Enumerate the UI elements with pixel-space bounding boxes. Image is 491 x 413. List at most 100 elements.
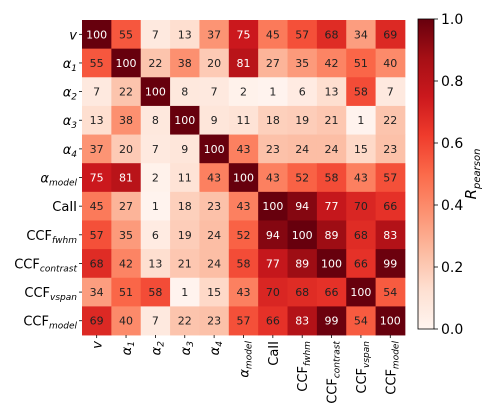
cell-value-label: 23	[383, 143, 397, 156]
cell-value-label: 66	[266, 315, 280, 328]
cell-value-label: 75	[236, 28, 250, 41]
cell-value-label: 22	[148, 57, 162, 70]
cell-value-label: 6	[299, 86, 306, 99]
cell-value-label: 7	[93, 86, 100, 99]
cell-value-label: 9	[211, 114, 218, 127]
heatmap-cell	[287, 163, 318, 193]
cell-value-label: 68	[354, 229, 368, 242]
cell-value-label: 9	[181, 143, 188, 156]
cell-value-label: 24	[207, 229, 221, 242]
heatmap-cell	[287, 191, 318, 221]
cell-value-label: 68	[90, 257, 104, 270]
heatmap-cell	[111, 249, 142, 279]
cell-value-label: 100	[116, 57, 137, 70]
cell-value-label: 1	[152, 200, 159, 213]
heatmap-cell	[258, 134, 288, 164]
heatmap-cell	[258, 249, 288, 279]
heatmap-cell	[111, 105, 142, 135]
cell-value-label: 7	[387, 86, 394, 99]
heatmap-cell	[228, 306, 259, 336]
heatmap-cell	[140, 163, 171, 193]
cell-value-label: 94	[295, 200, 309, 213]
cell-value-label: 89	[325, 229, 339, 242]
cell-value-label: 70	[266, 286, 280, 299]
heatmap-cell	[287, 249, 318, 279]
cell-value-label: 43	[236, 286, 250, 299]
heatmap-cell	[258, 191, 288, 221]
heatmap-cell	[82, 77, 112, 107]
heatmap-cell	[199, 220, 230, 250]
heatmap-cell	[140, 77, 171, 107]
colorbar-tick-label: 1.0	[441, 12, 463, 28]
heatmap-cell	[375, 20, 406, 50]
heatmap-cell	[316, 20, 347, 50]
heatmap-cell	[170, 277, 200, 307]
heatmap-cell	[82, 191, 112, 221]
colorbar-tick-label: 0.2	[441, 260, 463, 276]
cell-value-label: 24	[207, 257, 221, 270]
cell-value-label: 37	[90, 143, 104, 156]
heatmap-cell	[375, 277, 406, 307]
cell-value-label: 42	[325, 57, 339, 70]
heatmap-cell	[199, 191, 230, 221]
heatmap-cell	[199, 134, 230, 164]
cell-value-label: 58	[236, 257, 250, 270]
heatmap-cell	[140, 191, 171, 221]
cell-value-label: 58	[354, 86, 368, 99]
cell-value-label: 21	[178, 257, 192, 270]
cell-value-label: 100	[145, 86, 166, 99]
cell-value-label: 100	[321, 257, 342, 270]
x-tick-label: CaII	[267, 341, 282, 366]
y-tick-label: CCFvspan	[24, 286, 77, 303]
heatmap-cell	[346, 249, 376, 279]
heatmap-cell	[82, 48, 112, 78]
heatmap-cell	[82, 163, 112, 193]
x-axis-labels: v α1 α2 α3 α4 αmodel CaII CCFfwhm CCFcontrast CCF…	[91, 335, 401, 404]
cell-value-label: 81	[119, 172, 133, 185]
heatmap-cell	[82, 249, 112, 279]
heatmap-cell	[258, 220, 288, 250]
heatmap-cell	[82, 306, 112, 336]
cell-value-label: 66	[325, 286, 339, 299]
heatmap-cell	[170, 20, 200, 50]
cell-value-label: 43	[236, 143, 250, 156]
cell-value-label: 100	[204, 143, 225, 156]
x-tick-label: α3	[179, 341, 196, 356]
colorbar: 0.0 0.2 0.4 0.6 0.8 1.0 Rpearson	[417, 12, 483, 338]
heatmap-cell	[170, 134, 200, 164]
x-tick-label: CCFfwhm	[296, 341, 313, 392]
y-tick-label: CCFfwhm	[26, 229, 77, 246]
heatmap-cell	[228, 48, 259, 78]
heatmap-cell	[316, 48, 347, 78]
cell-value-label: 40	[119, 315, 133, 328]
y-tick-label: αmodel	[40, 172, 77, 189]
cell-value-label: 13	[325, 86, 339, 99]
heatmap-cell	[199, 48, 230, 78]
heatmap-cell	[199, 163, 230, 193]
cell-value-label: 13	[90, 114, 104, 127]
cell-value-label: 45	[266, 28, 280, 41]
cell-value-label: 34	[354, 28, 368, 41]
heatmap-cell	[258, 105, 288, 135]
cell-value-label: 43	[354, 172, 368, 185]
x-tick-label: CCFvspan	[355, 341, 372, 394]
heatmap-cell	[170, 249, 200, 279]
cell-value-label: 52	[236, 229, 250, 242]
heatmap-cell	[140, 20, 171, 50]
cell-value-label: 83	[383, 229, 397, 242]
heatmap-cell	[316, 249, 347, 279]
cell-value-label: 20	[119, 143, 133, 156]
cell-value-label: 23	[207, 200, 221, 213]
cell-value-label: 77	[266, 257, 280, 270]
colorbar-tick-label: 0.4	[441, 198, 463, 214]
cell-value-label: 37	[207, 28, 221, 41]
heatmap-cell	[346, 220, 376, 250]
heatmap-cell	[228, 249, 259, 279]
cell-value-label: 22	[383, 114, 397, 127]
heatmap-cell	[199, 277, 230, 307]
heatmap-cell	[287, 105, 318, 135]
heatmap-cell	[375, 105, 406, 135]
y-tick-label: α4	[63, 143, 78, 160]
x-tick-label: α1	[120, 341, 137, 355]
